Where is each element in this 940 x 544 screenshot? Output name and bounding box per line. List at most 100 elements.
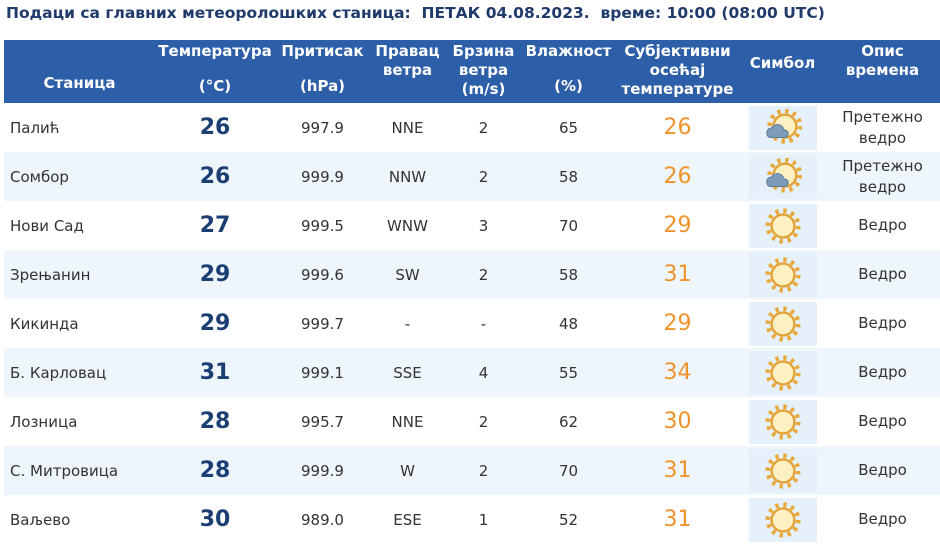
symbol-cell [740, 201, 825, 250]
wind-speed: 2 [478, 118, 489, 137]
description-text: Ведро [858, 216, 907, 234]
weather-icon [748, 301, 817, 346]
weather-icon [748, 105, 817, 150]
column-header: Температура (°C) [155, 40, 275, 103]
weather-icon [748, 203, 817, 248]
header-row: Станица Температура (°C) Притисак (hPa) Пр… [4, 40, 940, 103]
wind-direction: NNW [388, 167, 427, 186]
pressure: 999.9 [301, 167, 344, 186]
description: Ведро [825, 201, 940, 250]
symbol-cell [740, 446, 825, 495]
humidity: 48 [558, 314, 579, 333]
feels-like: 34 [663, 360, 692, 385]
symbol-cell [740, 103, 825, 152]
description: Ведро [825, 299, 940, 348]
symbol-cell [740, 348, 825, 397]
column-header: Влажност (%) [522, 40, 615, 103]
station: Зрењанин [10, 265, 91, 284]
header-line: Температура [158, 42, 272, 60]
icon [764, 207, 802, 245]
header-line: Брзина [452, 42, 515, 60]
wind-direction: NNE [391, 118, 424, 137]
wind-direction: SW [395, 265, 420, 284]
wind-speed: 2 [478, 167, 489, 186]
wind-direction: ESE [393, 510, 422, 529]
header-line: (%) [554, 77, 583, 95]
column-header: Правац ветра [370, 40, 445, 103]
station: Б. Карловац [10, 363, 107, 382]
weather-table: Станица Температура (°C) Притисак (hPa) Пр… [4, 40, 940, 544]
table-row: Лозница 28 995.7 NNE 2 62 30 Ведро [4, 397, 940, 446]
temperature: 30 [199, 507, 231, 532]
wind-direction: - [404, 314, 411, 333]
description: Ведро [825, 397, 940, 446]
icon [764, 452, 802, 490]
description-text: Ведро [858, 412, 907, 430]
header-line: (hPa) [299, 77, 346, 95]
wind-speed: - [480, 314, 487, 333]
description: Ведро [825, 446, 940, 495]
station: Ваљево [10, 510, 71, 529]
table-row: Кикинда 29 999.7 - - 48 29 Ведро [4, 299, 940, 348]
humidity: 65 [558, 118, 579, 137]
feels-like: 31 [663, 262, 692, 287]
temperature: 26 [199, 115, 231, 140]
symbol-cell [740, 152, 825, 201]
weather-icon [748, 448, 817, 493]
header-line: осећај [649, 61, 706, 79]
table-row: Зрењанин 29 999.6 SW 2 58 31 Ведро [4, 250, 940, 299]
description-text: Ведро [858, 265, 907, 283]
header-line: Правац [375, 42, 440, 60]
header-line: температуре [621, 80, 734, 98]
humidity: 55 [558, 363, 579, 382]
wind-speed: 2 [478, 265, 489, 284]
table-row: Нови Сад 27 999.5 WNW 3 70 29 Ведро [4, 201, 940, 250]
icon [764, 501, 802, 539]
weather-icon [748, 154, 817, 199]
pressure: 989.0 [301, 510, 344, 529]
column-header: Станица [4, 40, 155, 103]
symbol-cell [740, 495, 825, 544]
icon [764, 403, 802, 441]
header-line: (°C) [198, 77, 232, 95]
temperature: 28 [199, 458, 231, 483]
temperature: 31 [199, 360, 231, 385]
humidity: 58 [558, 265, 579, 284]
description-text: Претежно ведро [842, 156, 923, 196]
weather-icon [748, 399, 817, 444]
humidity: 70 [558, 461, 579, 480]
wind-speed: 4 [478, 363, 489, 382]
header-line: Симбол [749, 54, 816, 72]
wind-direction: W [400, 461, 415, 480]
pressure: 999.6 [301, 265, 344, 284]
wind-speed: 2 [478, 461, 489, 480]
station: С. Митровица [10, 461, 119, 480]
wind-speed: 3 [478, 216, 489, 235]
title: Подаци са главних метеоролошких станица:… [6, 4, 825, 22]
pressure: 999.7 [301, 314, 344, 333]
feels-like: 29 [663, 311, 692, 336]
description: Ведро [825, 348, 940, 397]
header-line: Притисак [281, 42, 364, 60]
description: Ведро [825, 250, 940, 299]
weather-icon [748, 252, 817, 297]
station: Палић [10, 118, 60, 137]
column-header: Опис времена [825, 40, 940, 103]
humidity: 52 [558, 510, 579, 529]
description-text: Претежно ведро [842, 107, 923, 147]
station: Лозница [10, 412, 78, 431]
column-header: Брзина ветра (m/s) [445, 40, 522, 103]
header-line: Влажност [525, 42, 612, 60]
station: Кикинда [10, 314, 79, 333]
icon [764, 354, 802, 392]
temperature: 29 [199, 262, 231, 287]
feels-like: 26 [663, 164, 692, 189]
symbol-cell [740, 250, 825, 299]
table-row: С. Митровица 28 999.9 W 2 70 31 Ведро [4, 446, 940, 495]
header-line: Станица [43, 74, 116, 92]
feels-like: 31 [663, 458, 692, 483]
station: Сомбор [10, 167, 69, 186]
temperature: 26 [199, 164, 231, 189]
pressure: 999.5 [301, 216, 344, 235]
